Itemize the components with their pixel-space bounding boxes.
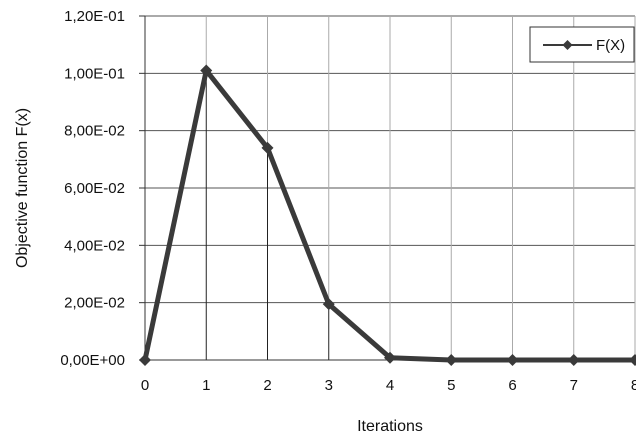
y-axis-tick-labels: 0,00E+00 2,00E-02 4,00E-02 6,00E-02 8,00E-02… [60,8,125,369]
legend: F(X) [529,26,635,63]
grid-lines [145,15,636,360]
y-tick-label: 2,00E-02 [64,295,125,312]
data-point-marker [445,354,458,366]
y-tick-label: 6,00E-02 [64,180,125,197]
x-axis-title: Iterations [357,418,423,435]
y-tick-label: 1,00E-01 [64,65,125,82]
x-tick-label: 3 [325,377,333,394]
data-point-marker [261,141,274,154]
data-point-marker [322,298,335,311]
drop-lines [205,70,391,360]
x-tick-label: 0 [141,377,149,394]
data-point-marker [384,351,396,364]
x-axis-tick-labels: 0 1 2 3 4 5 6 7 8 [141,377,636,394]
x-tick-label: 2 [263,377,271,394]
data-point-marker [200,64,213,77]
data-point-marker [629,354,636,366]
y-axis-title: Objective function F(x) [14,108,31,268]
series-group [139,64,636,366]
y-tick-label: 8,00E-02 [64,123,125,140]
data-point-marker [567,354,580,366]
x-tick-label: 4 [386,377,394,394]
x-tick-label: 5 [447,377,455,394]
x-tick-label: 8 [631,377,636,394]
x-tick-label: 6 [508,377,516,394]
y-tick-label: 0,00E+00 [60,352,125,369]
x-tick-label: 1 [202,377,210,394]
x-tick-label: 7 [570,377,578,394]
y-tick-label: 1,20E-01 [64,8,125,25]
data-point-marker [506,354,519,366]
y-tick-label: 4,00E-02 [64,237,125,254]
legend-label: F(X) [596,37,625,54]
data-point-marker [139,354,151,366]
legend-marker [562,40,573,50]
